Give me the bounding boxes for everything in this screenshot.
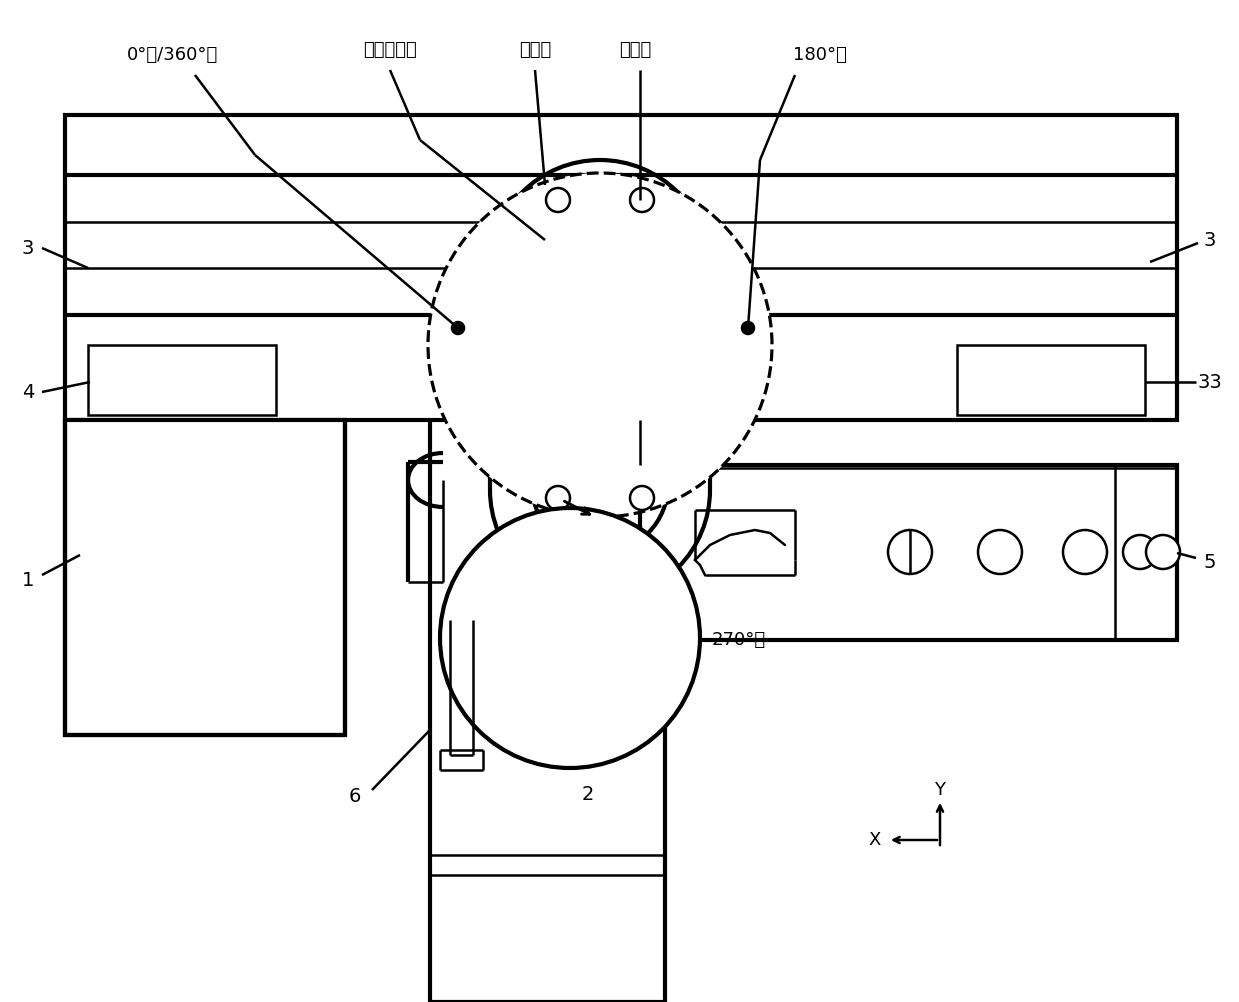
- Text: 2: 2: [582, 786, 595, 805]
- Text: 3: 3: [1204, 230, 1217, 249]
- Bar: [64, 115, 1177, 420]
- Text: 6: 6: [349, 788, 362, 807]
- Circle shape: [1146, 535, 1180, 569]
- Circle shape: [546, 188, 570, 212]
- Circle shape: [452, 322, 463, 334]
- Circle shape: [1063, 530, 1106, 574]
- Text: 外环圈: 外环圈: [519, 41, 551, 59]
- Text: X: X: [869, 831, 881, 849]
- Text: Y: Y: [934, 781, 945, 799]
- Text: 圈环工作区: 圈环工作区: [363, 41, 416, 59]
- Circle shape: [742, 322, 755, 334]
- Text: 180°点: 180°点: [793, 46, 847, 64]
- Bar: [957, 345, 1145, 415]
- Bar: [64, 420, 344, 735]
- Text: 5: 5: [1204, 552, 1217, 571]
- Circle shape: [978, 530, 1022, 574]
- Text: 33: 33: [1198, 373, 1223, 392]
- Text: 3: 3: [22, 238, 35, 258]
- Circle shape: [546, 486, 570, 510]
- Text: 1: 1: [22, 570, 35, 589]
- Circle shape: [1123, 535, 1157, 569]
- Circle shape: [888, 530, 932, 574]
- Bar: [641, 465, 1177, 640]
- Circle shape: [427, 173, 772, 517]
- Circle shape: [629, 486, 654, 510]
- Bar: [88, 345, 276, 415]
- Circle shape: [440, 508, 700, 768]
- Text: 270°点: 270°点: [712, 631, 766, 649]
- Circle shape: [629, 188, 654, 212]
- Text: 0°点/360°点: 0°点/360°点: [128, 46, 218, 64]
- Text: 内环圈: 内环圈: [618, 41, 652, 59]
- Text: 4: 4: [22, 383, 35, 402]
